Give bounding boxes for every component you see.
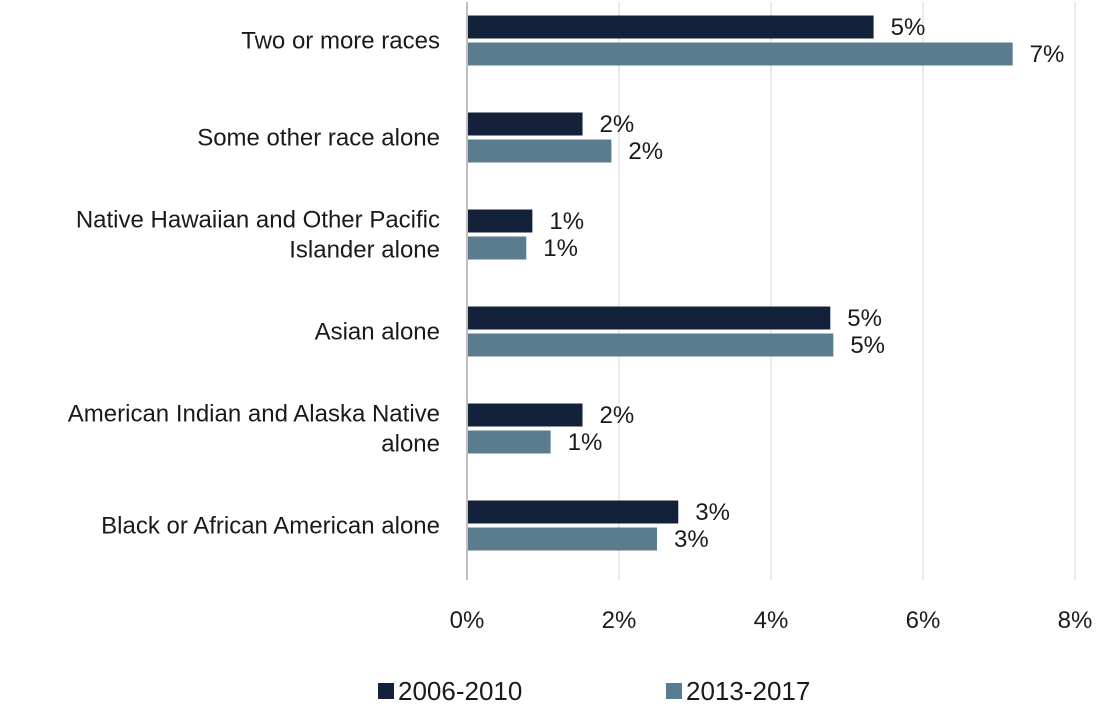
bar-2006-2010 [467, 209, 533, 233]
legend-label: 2006-2010 [398, 676, 522, 706]
bar-2013-2017 [467, 139, 612, 163]
gridlines [618, 2, 1076, 580]
legend-swatch-2006-2010 [378, 683, 394, 699]
data-label: 5% [850, 332, 885, 359]
category-label: Asian alone [315, 319, 440, 346]
data-label: 1% [549, 208, 584, 235]
legend-swatch-2013-2017 [666, 683, 682, 699]
category-label: Native Hawaiian and Other Pacific [76, 207, 440, 234]
bar-2013-2017 [467, 430, 551, 454]
bar-2013-2017 [467, 333, 834, 357]
data-label: 3% [695, 499, 730, 526]
bar-2013-2017 [467, 527, 657, 551]
data-label: 3% [674, 526, 709, 553]
data-label: 5% [847, 305, 882, 332]
category-label: Islander alone [289, 237, 440, 264]
data-label: 1% [543, 235, 578, 262]
bar-2013-2017 [467, 42, 1013, 66]
bar-2006-2010 [467, 15, 874, 39]
category-label: Two or more races [241, 28, 440, 55]
x-tick-label: 0% [450, 607, 485, 634]
x-tick-label: 2% [602, 607, 637, 634]
data-label: 2% [600, 402, 635, 429]
data-label: 1% [568, 429, 603, 456]
category-label: alone [381, 431, 440, 458]
x-tick-label: 8% [1058, 607, 1093, 634]
data-label: 2% [600, 111, 635, 138]
bar-2013-2017 [467, 236, 527, 260]
bar-2006-2010 [467, 403, 583, 427]
category-label: Some other race alone [197, 125, 440, 152]
bar-2006-2010 [467, 112, 583, 136]
data-label: 2% [628, 138, 663, 165]
x-tick-label: 6% [906, 607, 941, 634]
legend: 2006-2010 2013-2017 [378, 676, 810, 706]
legend-label: 2013-2017 [686, 676, 810, 706]
data-label: 7% [1030, 41, 1065, 68]
bar-2006-2010 [467, 500, 679, 524]
bars [467, 15, 1013, 551]
data-label: 5% [891, 14, 926, 41]
category-label: Black or African American alone [101, 513, 440, 540]
category-label: American Indian and Alaska Native [68, 401, 440, 428]
labels: 0% 2% 4% 6% 8%5%7%Two or more races2%2%Some … [68, 14, 1093, 634]
x-tick-label: 4% [754, 607, 789, 634]
bar-2006-2010 [467, 306, 831, 330]
